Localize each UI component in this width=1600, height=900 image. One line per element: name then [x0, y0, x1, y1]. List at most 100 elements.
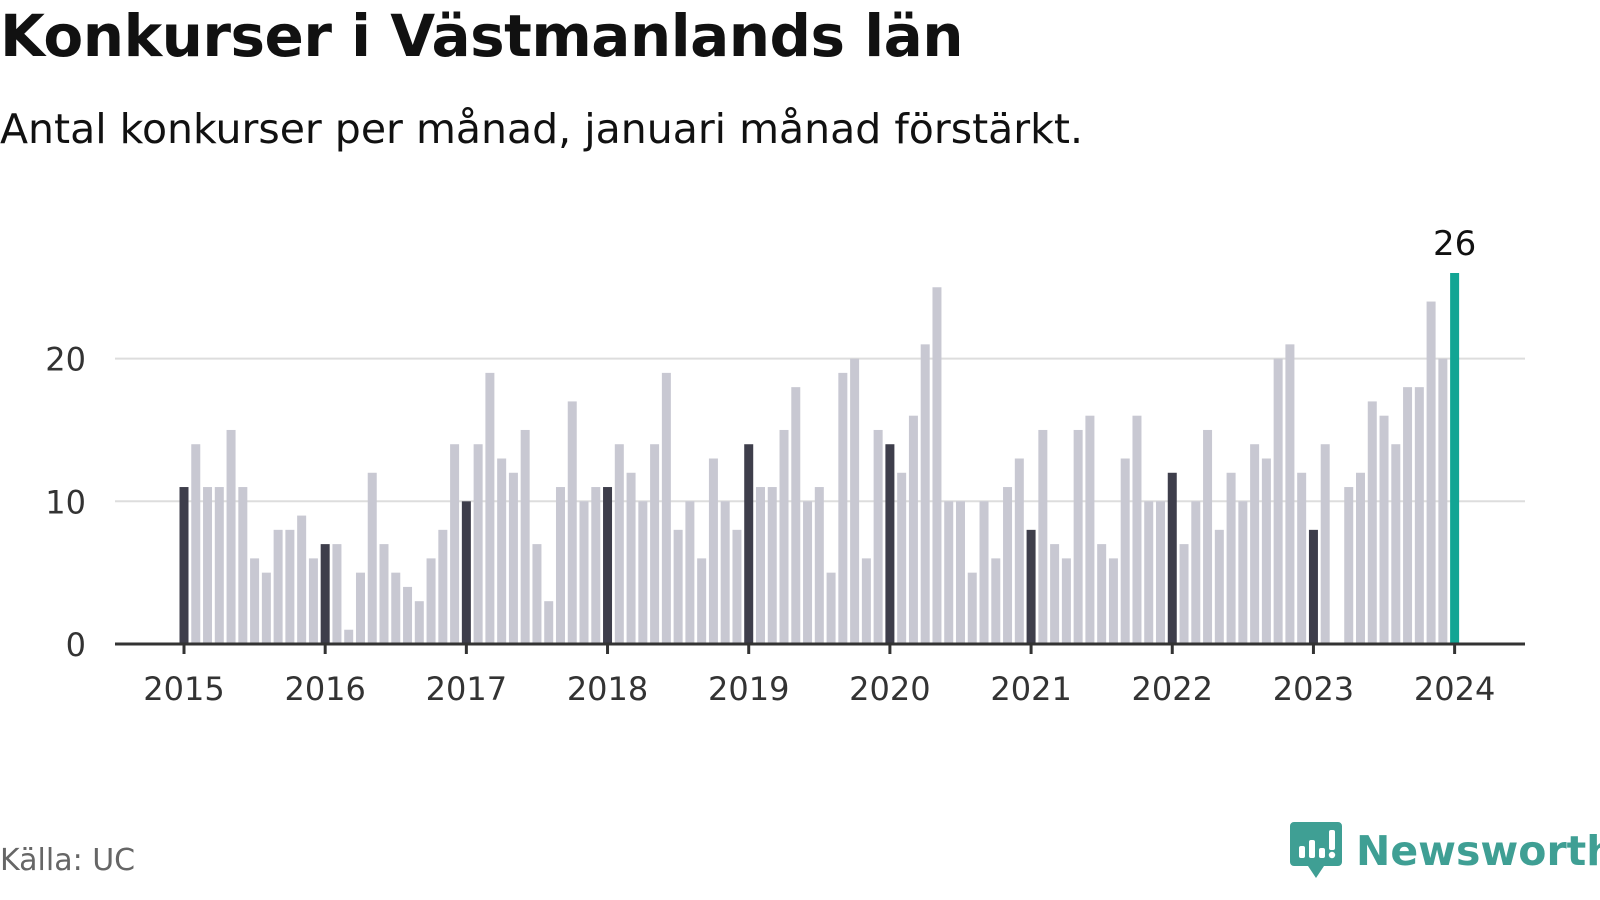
- bar-chart: 0 10 20 26 2015 2016 2017 2018 2019 2020 2021 2022 2…: [45, 224, 1525, 708]
- bar: [497, 458, 507, 644]
- bar: [1367, 401, 1377, 644]
- y-tick-label: 20: [45, 341, 86, 379]
- bar: [1203, 429, 1213, 644]
- bar: [226, 429, 236, 644]
- bar: [673, 529, 683, 644]
- bar: [1120, 458, 1130, 644]
- bar: [1344, 487, 1354, 644]
- bar: [838, 372, 848, 644]
- bar-january: [744, 444, 754, 644]
- x-tick-label: 2024: [1414, 670, 1495, 708]
- bar: [979, 501, 989, 644]
- bar: [708, 458, 718, 644]
- bar: [332, 544, 342, 644]
- bar: [1155, 501, 1165, 644]
- bar: [955, 501, 965, 644]
- bar: [920, 344, 930, 644]
- bar: [661, 372, 671, 644]
- bar: [626, 472, 636, 644]
- x-tick-label: 2017: [426, 670, 507, 708]
- bar: [473, 444, 483, 644]
- bar: [767, 487, 777, 644]
- bar: [261, 572, 271, 644]
- bar: [567, 401, 577, 644]
- bar: [1073, 429, 1083, 644]
- bar: [438, 529, 448, 644]
- bars: [179, 273, 1460, 644]
- x-tick-label: 2015: [143, 670, 224, 708]
- bar: [1014, 458, 1024, 644]
- bar: [285, 529, 295, 644]
- x-tick-label: 2018: [567, 670, 648, 708]
- x-tick-label: 2021: [990, 670, 1071, 708]
- bar: [591, 487, 601, 644]
- bar-latest: [1450, 273, 1460, 644]
- chart-subtitle: Antal konkurser per månad, januari månad…: [0, 105, 1083, 153]
- bar: [873, 429, 883, 644]
- bar: [1285, 344, 1295, 644]
- bar: [1179, 544, 1189, 644]
- bar: [450, 444, 460, 644]
- bar: [508, 472, 518, 644]
- bar: [1214, 529, 1224, 644]
- gridlines: [115, 357, 1525, 503]
- bar: [897, 472, 907, 644]
- bar: [720, 501, 730, 644]
- bar: [214, 487, 224, 644]
- bar-january: [1026, 529, 1036, 644]
- bar: [803, 501, 813, 644]
- bar: [779, 429, 789, 644]
- bar: [791, 387, 801, 644]
- x-tick-label: 2023: [1273, 670, 1354, 708]
- bar: [1108, 558, 1118, 644]
- bar: [1391, 444, 1401, 644]
- bar: [297, 515, 307, 644]
- bar: [850, 358, 860, 644]
- bar: [755, 487, 765, 644]
- bar: [273, 529, 283, 644]
- bar: [1426, 301, 1436, 644]
- bar: [555, 487, 565, 644]
- bar: [1226, 472, 1236, 644]
- bar: [403, 586, 413, 644]
- bar: [485, 372, 495, 644]
- labels: 0 10 20 26 2015 2016 2017 2018 2019 2020 2021 2022 2…: [45, 224, 1495, 708]
- bar: [685, 501, 695, 644]
- bar: [544, 601, 554, 644]
- bar: [579, 501, 589, 644]
- bar: [203, 487, 213, 644]
- brand-logo-group: Newsworthy: [1290, 822, 1600, 880]
- x-tick-label: 2020: [849, 670, 930, 708]
- bar: [520, 429, 530, 644]
- bar: [1085, 415, 1095, 644]
- bar: [1379, 415, 1389, 644]
- x-tick-label: 2019: [708, 670, 789, 708]
- bar: [426, 558, 436, 644]
- x-tick-label: 2016: [284, 670, 365, 708]
- bar-january: [461, 501, 471, 644]
- bar-january: [1167, 472, 1177, 644]
- bar: [1061, 558, 1071, 644]
- bar: [814, 487, 824, 644]
- brand-name: Newsworthy: [1356, 827, 1600, 875]
- bar: [1356, 472, 1365, 644]
- y-tick-label: 0: [66, 626, 86, 664]
- bar: [638, 501, 648, 644]
- bar: [1038, 429, 1048, 644]
- bar-january: [603, 487, 613, 644]
- bar: [308, 558, 318, 644]
- x-axis: [115, 642, 1525, 654]
- bar: [932, 287, 942, 644]
- bar: [1097, 544, 1107, 644]
- bar-january: [1308, 529, 1318, 644]
- bar: [861, 558, 871, 644]
- bar: [967, 572, 977, 644]
- bar: [1261, 458, 1271, 644]
- bar: [1191, 501, 1201, 644]
- bar: [1050, 544, 1060, 644]
- bar: [414, 601, 424, 644]
- bar: [1403, 387, 1413, 644]
- bar: [991, 558, 1001, 644]
- bar: [614, 444, 624, 644]
- bar-january: [320, 544, 330, 644]
